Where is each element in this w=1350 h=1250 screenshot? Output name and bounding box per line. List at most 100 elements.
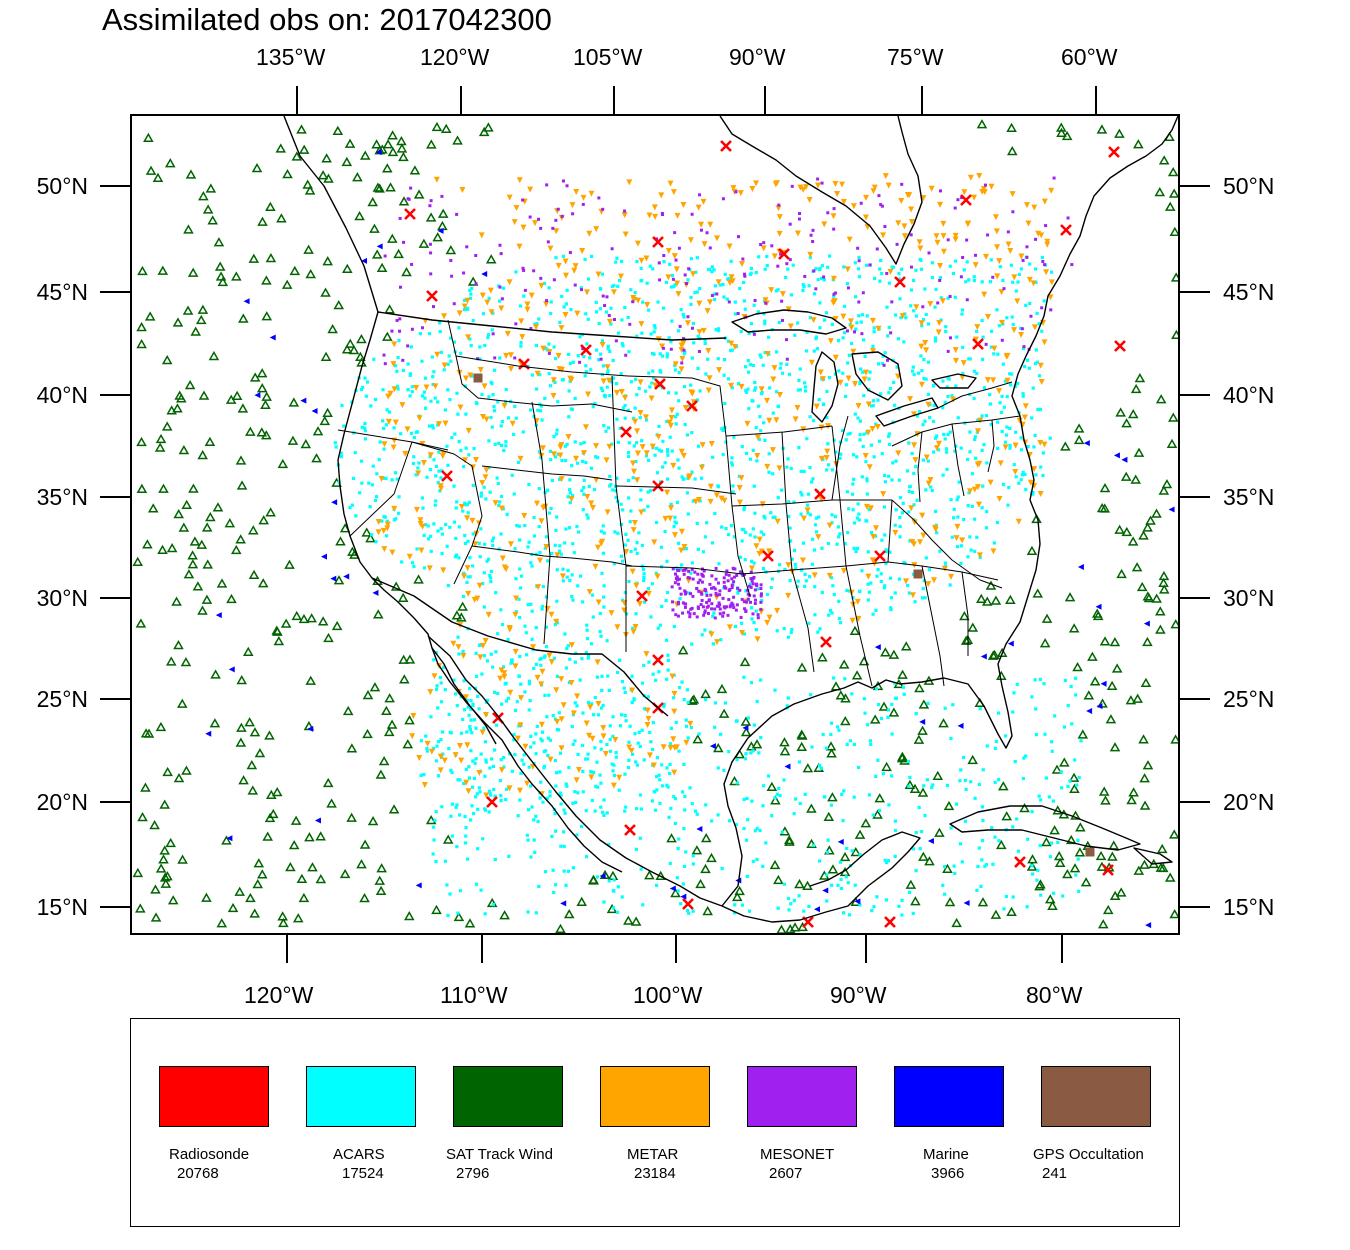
mesonet-marker [735,573,739,577]
acars-marker [723,401,727,406]
acars-marker [907,784,911,789]
acars-marker [626,538,630,542]
acars-marker [334,445,338,449]
acars-marker [700,633,704,637]
metar-marker [416,415,423,422]
acars-marker [641,300,645,304]
acars-marker [856,502,860,506]
metar-marker [819,376,826,383]
acars-marker [813,613,817,617]
metar-marker [473,456,480,463]
acars-marker [844,383,849,387]
acars-marker [474,757,478,761]
acars-marker [581,508,585,512]
acars-marker [547,372,551,376]
metar-marker [516,177,523,184]
metar-marker [917,539,924,546]
acars-marker [425,746,429,751]
sat-track-wind-marker [840,693,851,703]
metar-marker [592,563,599,570]
radiosonde-marker [654,378,666,390]
acars-marker [443,859,448,863]
acars-marker [832,294,836,298]
acars-marker [682,697,686,702]
acars-marker [876,398,880,402]
acars-marker [665,477,670,481]
acars-marker [440,551,444,556]
acars-marker [1023,472,1027,476]
metar-marker [482,638,489,645]
sat-track-wind-marker [264,812,276,823]
acars-marker [578,678,582,682]
acars-marker [816,278,820,282]
acars-marker [491,665,495,669]
acars-marker [683,350,687,354]
acars-marker [444,522,448,527]
acars-marker [690,802,694,806]
metar-marker [1009,191,1016,198]
metar-marker [840,567,847,574]
mesonet-marker [671,567,675,571]
metar-marker [817,369,824,376]
metar-marker [671,690,678,697]
mesonet-marker [539,226,543,230]
radiosonde-marker [1114,340,1126,352]
mesonet-marker [746,592,750,596]
acars-marker [454,506,458,510]
acars-marker [456,412,460,416]
top-lon-label-105w: 105°W [573,44,643,70]
acars-marker [620,342,624,346]
acars-marker [1050,270,1054,274]
acars-marker [713,725,717,729]
mesonet-marker [721,614,725,618]
acars-marker [359,459,364,463]
acars-marker [462,298,467,302]
sat-track-wind-marker [1026,861,1038,871]
sat-track-wind-marker [1158,584,1170,594]
acars-marker [641,567,646,571]
acars-marker [1015,682,1019,687]
acars-marker [858,419,863,423]
sat-track-wind-marker [1056,127,1067,138]
acars-marker [596,456,600,460]
acars-marker [901,685,905,689]
acars-marker [867,793,871,797]
sat-track-wind-marker [897,669,908,679]
acars-marker [564,459,568,463]
acars-marker [473,686,478,690]
mesonet-marker [671,277,675,281]
acars-marker [501,665,506,669]
acars-marker [563,541,567,545]
acars-marker [780,488,784,492]
mesonet-marker [676,568,680,572]
acars-marker [696,444,701,448]
acars-marker [512,492,516,496]
mesonet-marker [395,318,399,322]
acars-marker [926,322,931,326]
metar-marker [776,214,783,221]
mesonet-marker [601,294,605,298]
acars-marker [741,528,746,532]
acars-marker [510,473,514,477]
mesonet-marker [398,216,402,220]
acars-marker [635,541,639,545]
metar-marker [527,186,534,193]
mesonet-marker [449,259,453,263]
acars-marker [478,357,482,361]
metar-marker [1004,377,1011,384]
radiosonde-marker [1102,864,1114,876]
mesonet-marker [688,615,692,619]
metar-marker [911,411,918,418]
sat-track-wind-marker [172,403,183,413]
acars-marker [857,512,861,516]
acars-marker [867,377,871,381]
acars-marker [847,913,852,917]
acars-marker [515,700,519,704]
mesonet-marker [1066,216,1070,220]
acars-marker [616,885,620,889]
acars-marker [875,574,879,578]
metar-marker [543,543,550,550]
acars-marker [802,285,806,289]
acars-marker [457,326,461,330]
mesonet-marker [1022,345,1026,349]
